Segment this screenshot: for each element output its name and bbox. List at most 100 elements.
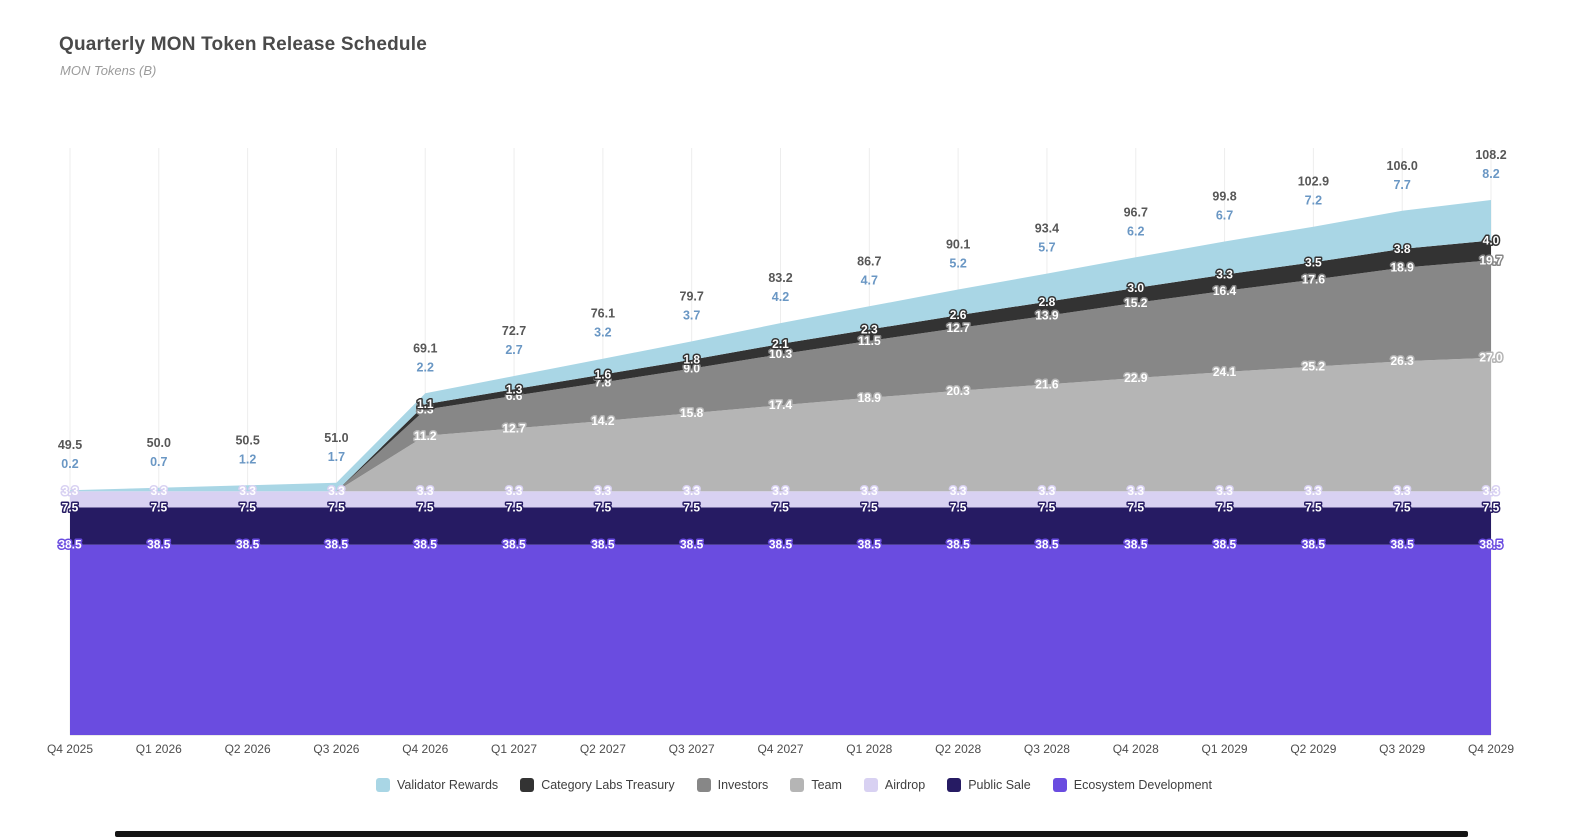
label-ecosystem-development: 38.5 — [1479, 538, 1503, 552]
legend-swatch-airdrop — [863, 778, 878, 792]
label-validator-rewards: 7.7 — [1393, 178, 1410, 192]
chart-title: Quarterly MON Token Release Schedule — [59, 34, 427, 55]
label-investors: 5.3 — [417, 403, 434, 417]
x-axis-label: Q1 2028 — [846, 742, 892, 756]
label-ecosystem-development: 38.5 — [325, 538, 349, 552]
legend-item-airdrop[interactable]: Airdrop — [863, 778, 926, 792]
label-category-labs-treasury: 3.5 — [1305, 255, 1322, 269]
legend-swatch-validator-rewards — [375, 778, 390, 792]
label-total: 49.5 — [58, 438, 82, 452]
x-axis-label: Q2 2029 — [1290, 742, 1336, 756]
label-investors: 11.5 — [858, 334, 881, 348]
area-public-sale — [70, 507, 1491, 545]
label-investors: 18.9 — [1391, 261, 1415, 275]
legend-item-public-sale[interactable]: Public Sale — [947, 778, 1031, 792]
label-public-sale: 7.5 — [150, 501, 167, 515]
label-airdrop: 3.3 — [1127, 484, 1144, 498]
label-investors: 16.4 — [1213, 284, 1237, 298]
label-ecosystem-development: 38.5 — [769, 538, 793, 552]
legend-swatch-public-sale — [947, 778, 962, 792]
label-category-labs-treasury: 2.3 — [861, 323, 878, 337]
legend-label-ecosystem-development: Ecosystem Development — [1073, 778, 1212, 792]
label-category-labs-treasury: 1.1 — [417, 397, 434, 411]
legend-item-team[interactable]: Team — [790, 778, 842, 792]
label-airdrop: 3.3 — [150, 484, 167, 498]
legend-label-airdrop: Airdrop — [884, 778, 926, 792]
label-airdrop: 3.3 — [1216, 484, 1233, 498]
label-category-labs-treasury: 2.1 — [772, 337, 789, 351]
label-validator-rewards: 8.2 — [1482, 167, 1499, 181]
label-category-labs-treasury: 1.8 — [683, 353, 700, 367]
x-axis-label: Q2 2026 — [225, 742, 271, 756]
legend-swatch-ecosystem-development — [1052, 778, 1067, 792]
legend-item-ecosystem-development[interactable]: Ecosystem Development — [1052, 778, 1212, 792]
label-team: 27.0 — [1479, 351, 1503, 365]
label-public-sale: 7.5 — [1483, 501, 1500, 515]
x-axis-label: Q3 2029 — [1379, 742, 1425, 756]
label-team: 15.8 — [680, 406, 704, 420]
label-ecosystem-development: 38.5 — [58, 538, 82, 552]
label-airdrop: 3.3 — [1039, 484, 1056, 498]
legend-item-category-labs-treasury[interactable]: Category Labs Treasury — [520, 778, 675, 792]
label-total: 108.2 — [1475, 148, 1506, 162]
label-validator-rewards: 0.7 — [150, 455, 167, 469]
label-investors: 19.7 — [1479, 253, 1503, 267]
legend-item-investors[interactable]: Investors — [696, 778, 769, 792]
label-total: 79.7 — [680, 289, 704, 303]
label-team: 14.2 — [591, 414, 615, 428]
label-investors: 9.0 — [683, 362, 700, 376]
legend-label-validator-rewards: Validator Rewards — [396, 778, 499, 792]
label-airdrop: 3.3 — [772, 484, 789, 498]
area-team — [70, 357, 1491, 492]
label-ecosystem-development: 38.5 — [1035, 538, 1059, 552]
legend-label-team: Team — [811, 778, 842, 792]
label-team: 21.6 — [1035, 377, 1059, 391]
label-team: 18.9 — [858, 391, 882, 405]
label-ecosystem-development: 38.5 — [1124, 538, 1148, 552]
x-axis-label: Q1 2027 — [491, 742, 537, 756]
label-public-sale: 7.5 — [861, 501, 878, 515]
label-team: 12.7 — [502, 421, 526, 435]
area-ecosystem-development — [70, 544, 1491, 735]
legend-item-validator-rewards[interactable]: Validator Rewards — [375, 778, 499, 792]
label-ecosystem-development: 38.5 — [147, 538, 171, 552]
area-category-labs-treasury — [70, 240, 1491, 492]
label-airdrop: 3.3 — [62, 484, 79, 498]
label-team: 22.9 — [1124, 371, 1148, 385]
label-team: 26.3 — [1391, 354, 1415, 368]
label-ecosystem-development: 38.5 — [946, 538, 970, 552]
stacked-area-chart: 38.5 38.5 38.5 38.5 38.5 38.5 38.5 38.5 38.5 38.5… — [47, 148, 1514, 756]
label-total: 90.1 — [946, 237, 970, 251]
label-investors: 6.6 — [506, 389, 523, 403]
legend-label-investors: Investors — [717, 778, 769, 792]
label-validator-rewards: 4.2 — [772, 290, 789, 304]
chart-legend: Validator Rewards Category Labs Treasury I… — [0, 778, 1588, 792]
x-axis-label: Q3 2027 — [669, 742, 715, 756]
label-total: 50.5 — [235, 433, 259, 447]
label-category-labs-treasury: 1.6 — [595, 368, 612, 382]
label-validator-rewards: 6.2 — [1127, 224, 1144, 238]
label-public-sale: 7.5 — [239, 501, 256, 515]
label-ecosystem-development: 38.5 — [591, 538, 615, 552]
x-axis-label: Q3 2028 — [1024, 742, 1070, 756]
label-airdrop: 3.3 — [328, 484, 345, 498]
label-ecosystem-development: 38.5 — [414, 538, 438, 552]
label-public-sale: 7.5 — [506, 501, 523, 515]
area-airdrop — [70, 491, 1491, 508]
label-airdrop: 3.3 — [1394, 484, 1411, 498]
label-investors: 10.3 — [769, 347, 793, 361]
x-axis-label: Q4 2026 — [402, 742, 448, 756]
label-total: 76.1 — [591, 307, 615, 321]
label-total: 83.2 — [768, 271, 792, 285]
label-team: 20.3 — [946, 384, 970, 398]
x-axis-label: Q3 2026 — [313, 742, 359, 756]
label-validator-rewards: 2.2 — [417, 360, 434, 374]
chart-subtitle: MON Tokens (B) — [60, 63, 157, 78]
label-validator-rewards: 0.2 — [61, 457, 78, 471]
label-category-labs-treasury: 3.3 — [1216, 268, 1233, 282]
label-airdrop: 3.3 — [595, 484, 612, 498]
x-axis-label: Q2 2028 — [935, 742, 981, 756]
label-total: 50.0 — [147, 436, 171, 450]
label-public-sale: 7.5 — [1394, 501, 1411, 515]
